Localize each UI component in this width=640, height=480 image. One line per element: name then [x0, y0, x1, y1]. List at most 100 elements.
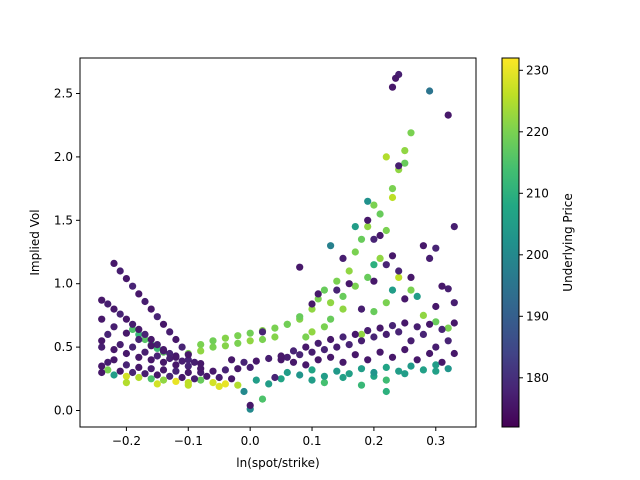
scatter-point	[376, 210, 384, 218]
colorbar-tick-label: 180	[526, 371, 549, 385]
colorbar-tick-label: 190	[526, 309, 549, 323]
scatter-point	[407, 337, 415, 345]
scatter-point	[419, 242, 427, 250]
scatter-point	[135, 325, 143, 333]
scatter-point	[444, 337, 452, 345]
scatter-point	[98, 343, 106, 351]
x-axis-label: ln(spot/strike)	[236, 456, 319, 470]
colorbar-tick-label: 210	[526, 186, 549, 200]
scatter-point	[388, 193, 397, 202]
scatter-point	[184, 381, 192, 389]
scatter-point	[339, 333, 347, 341]
scatter-point	[246, 329, 254, 337]
scatter-point	[135, 330, 143, 338]
scatter-point	[184, 351, 192, 359]
scatter-point	[135, 290, 143, 298]
scatter-point	[345, 341, 353, 349]
scatter-point	[419, 330, 427, 338]
scatter-point	[271, 324, 279, 332]
scatter-point	[327, 242, 335, 250]
scatter-point	[215, 382, 223, 390]
scatter-point	[159, 366, 168, 374]
scatter-point	[401, 159, 409, 167]
scatter-point	[153, 313, 161, 321]
scatter-point	[357, 337, 366, 345]
scatter-point	[370, 277, 378, 285]
scatter-point	[184, 356, 192, 364]
scatter-point	[172, 335, 180, 344]
scatter-point	[153, 371, 161, 379]
scatter-point	[283, 368, 291, 377]
scatter-point	[308, 305, 316, 313]
scatter-point	[129, 343, 137, 351]
scatter-point	[327, 299, 335, 307]
scatter-point	[240, 387, 248, 396]
scatter-point	[426, 320, 434, 328]
scatter-point	[432, 302, 440, 311]
scatter-point	[141, 370, 149, 378]
scatter-point	[444, 111, 452, 119]
scatter-point	[129, 368, 137, 377]
scatter-point	[159, 376, 168, 384]
scatter-point	[401, 346, 409, 354]
scatter-point	[221, 342, 229, 350]
scatter-point	[407, 273, 415, 281]
scatter-point	[419, 311, 427, 319]
scatter-point	[413, 292, 421, 300]
scatter-point	[221, 380, 229, 388]
scatter-point	[333, 343, 341, 351]
scatter-point	[147, 342, 155, 350]
scatter-point	[246, 401, 254, 409]
scatter-point	[345, 267, 353, 275]
scatter-point	[395, 162, 403, 170]
scatter-point	[388, 353, 397, 361]
scatter-point	[258, 335, 267, 344]
scatter-point	[339, 373, 347, 382]
colorbar-tick-label: 200	[526, 248, 549, 262]
scatter-point	[370, 261, 378, 269]
scatter-point	[166, 328, 174, 336]
scatter-point	[382, 376, 390, 384]
scatter-point	[153, 380, 161, 388]
scatter-point	[388, 322, 397, 330]
scatter-point	[147, 335, 155, 344]
x-tick-label: 0.2	[364, 434, 383, 448]
scatter-point	[215, 373, 223, 382]
scatter-point	[382, 226, 390, 235]
scatter-point	[370, 308, 378, 316]
scatter-point	[364, 273, 372, 281]
scatter-point	[364, 216, 372, 224]
scatter-point	[203, 372, 211, 380]
scatter-point	[314, 339, 322, 347]
scatter-point	[351, 330, 359, 338]
scatter-point	[382, 330, 390, 338]
scatter-point	[444, 324, 452, 332]
scatter-point	[172, 377, 180, 385]
scatter-point	[122, 349, 130, 358]
x-tick-label: −0.2	[112, 434, 141, 448]
scatter-point	[438, 358, 446, 366]
scatter-point	[98, 315, 106, 323]
scatter-point	[234, 365, 242, 373]
scatter-point	[209, 337, 217, 345]
scatter-point	[135, 373, 143, 382]
scatter-point	[376, 231, 384, 240]
scatter-point	[407, 362, 415, 370]
scatter-point	[296, 351, 304, 359]
scatter-point	[228, 356, 236, 364]
scatter-point	[302, 343, 310, 351]
scatter-point	[135, 353, 143, 361]
scatter-point	[184, 362, 192, 370]
scatter-point	[122, 329, 130, 337]
colorbar-tick-label: 220	[526, 125, 549, 139]
scatter-point	[116, 367, 124, 375]
scatter-point	[283, 320, 291, 328]
scatter-point	[110, 346, 118, 354]
scatter-point	[234, 381, 242, 389]
scatter-point	[159, 346, 168, 354]
scatter-point	[339, 305, 347, 313]
scatter-point	[450, 223, 458, 231]
scatter-point	[277, 375, 285, 383]
scatter-point	[333, 277, 341, 285]
